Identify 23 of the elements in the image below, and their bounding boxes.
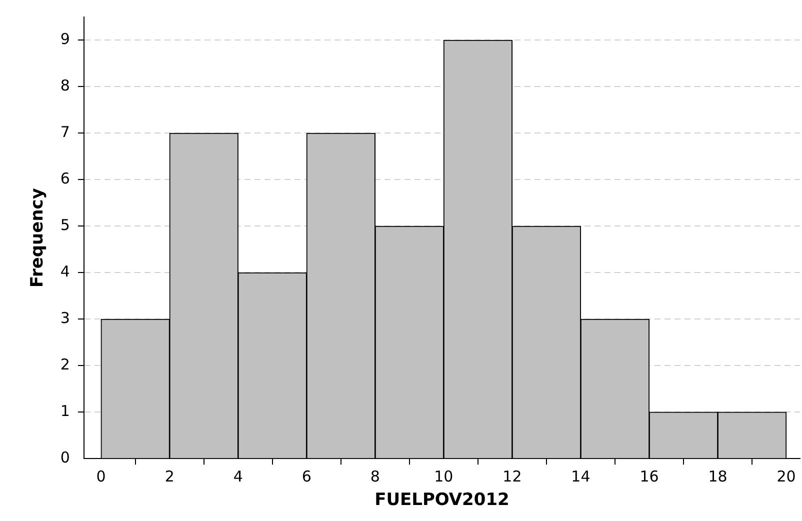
x-tick-label: 4 (233, 467, 243, 486)
y-tick-label: 4 (60, 262, 70, 281)
y-axis-title: Frequency (28, 188, 48, 288)
y-tick-label: 5 (60, 216, 70, 234)
y-tick-label: 0 (60, 448, 70, 466)
y-tick-label: 7 (60, 123, 70, 142)
x-axis-title: FUELPOV2012 (374, 490, 510, 510)
x-tick-label: 14 (571, 467, 590, 486)
x-tick-label: 20 (776, 467, 796, 486)
x-tick-label: 16 (640, 467, 659, 486)
y-tick-label: 3 (60, 309, 70, 328)
y-tick-label: 6 (60, 170, 70, 188)
x-tick-label: 12 (502, 467, 522, 486)
y-tick-label: 8 (60, 76, 70, 95)
y-tick-label: 1 (60, 402, 70, 420)
x-tick-label: 0 (96, 467, 106, 486)
x-tick-label: 2 (164, 467, 174, 486)
y-tick-label: 9 (60, 30, 70, 48)
x-tick-label: 8 (370, 467, 380, 486)
x-tick-label: 6 (302, 467, 312, 486)
x-tick-label: 18 (708, 467, 728, 486)
x-tick-label: 10 (434, 467, 454, 486)
y-tick-label: 2 (60, 356, 70, 374)
